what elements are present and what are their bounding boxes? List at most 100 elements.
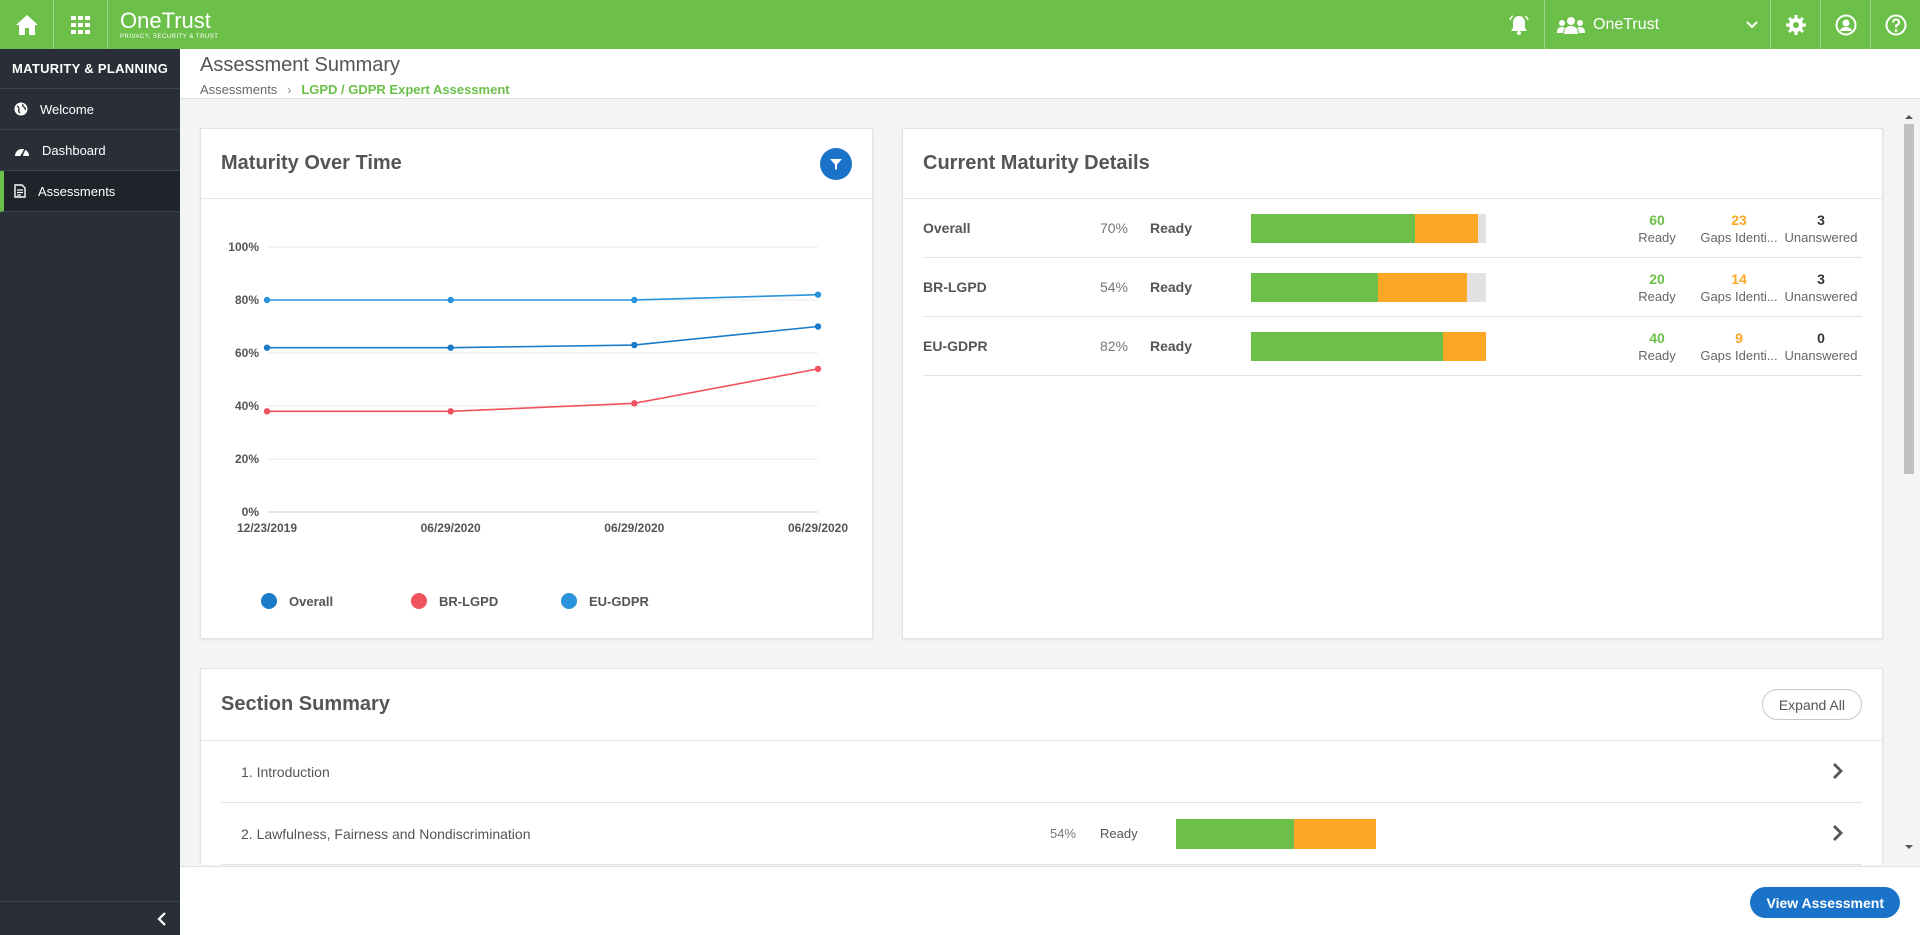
- y-tick-label: 60%: [235, 346, 259, 360]
- breadcrumb: Assessments › LGPD / GDPR Expert Assessm…: [200, 82, 1920, 97]
- section-row[interactable]: 1. Introduction: [221, 741, 1862, 803]
- breadcrumb-root[interactable]: Assessments: [200, 82, 278, 97]
- x-tick-label: 06/29/2020: [604, 521, 664, 535]
- row-name: Overall: [923, 220, 971, 236]
- stat-label: Gaps Identi...: [1700, 229, 1778, 245]
- data-point: [631, 296, 638, 304]
- page-header: Assessment Summary Assessments › LGPD / …: [180, 49, 1920, 99]
- section-bar: [1176, 818, 1376, 849]
- legend-swatch: [561, 593, 577, 609]
- bar-segment-gaps: [1414, 213, 1478, 243]
- section-label: 1. Introduction: [241, 763, 330, 780]
- footer-bar: View Assessment: [180, 866, 1920, 935]
- stat-value: 0: [1817, 329, 1825, 346]
- y-tick-label: 80%: [235, 293, 259, 307]
- legend-label: Overall: [289, 594, 333, 609]
- stat-unanswered: 3 Unanswered: [1780, 212, 1862, 245]
- stat-label: Unanswered: [1784, 288, 1858, 304]
- scroll-thumb[interactable]: [1904, 124, 1914, 474]
- stat-ready: 60 Ready: [1616, 212, 1698, 245]
- expand-all-button[interactable]: Expand All: [1761, 689, 1862, 720]
- profile-button[interactable]: [1820, 0, 1870, 49]
- legend-label: EU-GDPR: [589, 594, 650, 609]
- stat-label: Unanswered: [1784, 229, 1858, 245]
- x-tick-label: 06/29/2020: [788, 521, 848, 535]
- row-percent: 70%: [1099, 220, 1128, 236]
- data-point: [263, 344, 271, 351]
- current-maturity-card: Current Maturity Details Overall 70% Rea…: [902, 128, 1883, 639]
- section-summary-card: Section Summary Expand All 1. Introducti…: [200, 668, 1883, 865]
- notifications-button[interactable]: [1494, 0, 1544, 49]
- row-status: Ready: [1150, 279, 1193, 295]
- row-status: Ready: [1150, 220, 1193, 236]
- view-assessment-button[interactable]: View Assessment: [1750, 887, 1900, 918]
- stat-label: Ready: [1638, 347, 1676, 363]
- maturity-row: Overall 70% Ready 60 Ready 23 Gaps Identi.…: [923, 199, 1862, 258]
- card-title: Maturity Over Time: [221, 152, 402, 174]
- home-button[interactable]: [0, 0, 54, 49]
- stat-unanswered: 3 Unanswered: [1780, 271, 1862, 304]
- row-name: EU-GDPR: [923, 338, 988, 354]
- bar-segment-gaps: [1293, 818, 1376, 849]
- app-grid-button[interactable]: [54, 0, 108, 49]
- stat-value: 60: [1649, 211, 1665, 228]
- y-tick-label: 0%: [242, 505, 260, 519]
- maturity-row: BR-LGPD 54% Ready 20 Ready 14 Gaps Identi.…: [923, 258, 1862, 317]
- stat-label: Ready: [1638, 229, 1676, 245]
- org-selector[interactable]: OneTrust: [1544, 0, 1770, 49]
- row-percent: 54%: [1099, 279, 1128, 295]
- bar-segment-ready: [1251, 272, 1379, 302]
- sidebar-collapse-button[interactable]: [0, 901, 180, 935]
- bar-segment-gaps: [1378, 272, 1467, 302]
- content-scrollbar[interactable]: [1902, 112, 1916, 852]
- data-point: [447, 296, 454, 304]
- users-icon: [1557, 16, 1585, 34]
- sidebar-item-welcome[interactable]: Welcome: [0, 89, 180, 130]
- stat-value: 20: [1649, 270, 1665, 287]
- stat-gaps: 14 Gaps Identi...: [1698, 271, 1780, 304]
- row-name: BR-LGPD: [923, 279, 987, 295]
- maturity-bar: [1251, 272, 1486, 302]
- sidebar-item-dashboard[interactable]: Dashboard: [0, 130, 180, 171]
- data-point: [263, 296, 271, 304]
- data-point: [447, 344, 454, 351]
- sidebar-item-label: Assessments: [38, 183, 116, 199]
- sidebar-item-label: Welcome: [40, 101, 94, 117]
- row-status: Ready: [1150, 338, 1193, 354]
- stat-value: 3: [1817, 211, 1825, 228]
- sidebar-item-assessments[interactable]: Assessments: [0, 171, 180, 212]
- stat-label: Unanswered: [1784, 347, 1858, 363]
- data-point: [814, 291, 822, 298]
- sidebar: MATURITY & PLANNING Welcome Dashboard As…: [0, 49, 180, 935]
- card-title: Current Maturity Details: [923, 152, 1150, 174]
- page-title: Assessment Summary: [200, 54, 401, 76]
- maturity-bar: [1251, 213, 1486, 243]
- onetrust-logo[interactable]: OneTrust PRIVACY, SECURITY & TRUST: [108, 0, 218, 49]
- stat-gaps: 9 Gaps Identi...: [1698, 330, 1780, 363]
- legend-label: BR-LGPD: [439, 594, 498, 609]
- help-button[interactable]: [1870, 0, 1920, 49]
- chevron-right-icon[interactable]: [1832, 762, 1844, 780]
- data-point: [631, 400, 638, 407]
- y-tick-label: 40%: [235, 399, 259, 413]
- bar-segment-ready: [1176, 818, 1294, 849]
- chevron-right-icon[interactable]: [1832, 824, 1844, 842]
- bar-segment-ready: [1251, 213, 1415, 243]
- section-row[interactable]: 2. Lawfulness, Fairness and Nondiscrimin…: [221, 803, 1862, 865]
- scroll-down-icon[interactable]: [1902, 842, 1916, 852]
- stat-value: 9: [1735, 329, 1743, 346]
- scroll-up-icon[interactable]: [1902, 112, 1916, 122]
- stat-value: 3: [1817, 270, 1825, 287]
- legend-swatch: [411, 593, 427, 609]
- help-icon: [1885, 14, 1906, 35]
- stat-value: 14: [1731, 270, 1747, 287]
- settings-button[interactable]: [1770, 0, 1820, 49]
- home-icon: [15, 14, 38, 35]
- sidebar-title: MATURITY & PLANNING: [0, 49, 180, 89]
- breadcrumb-current: LGPD / GDPR Expert Assessment: [301, 82, 510, 97]
- x-tick-label: 12/23/2019: [237, 521, 297, 535]
- top-bar: OneTrust PRIVACY, SECURITY & TRUST OneTr…: [0, 0, 1920, 49]
- filter-button[interactable]: [820, 147, 852, 180]
- sidebar-item-label: Dashboard: [42, 142, 106, 158]
- section-list: 1. Introduction 2. Lawfulness, Fairness …: [221, 741, 1862, 865]
